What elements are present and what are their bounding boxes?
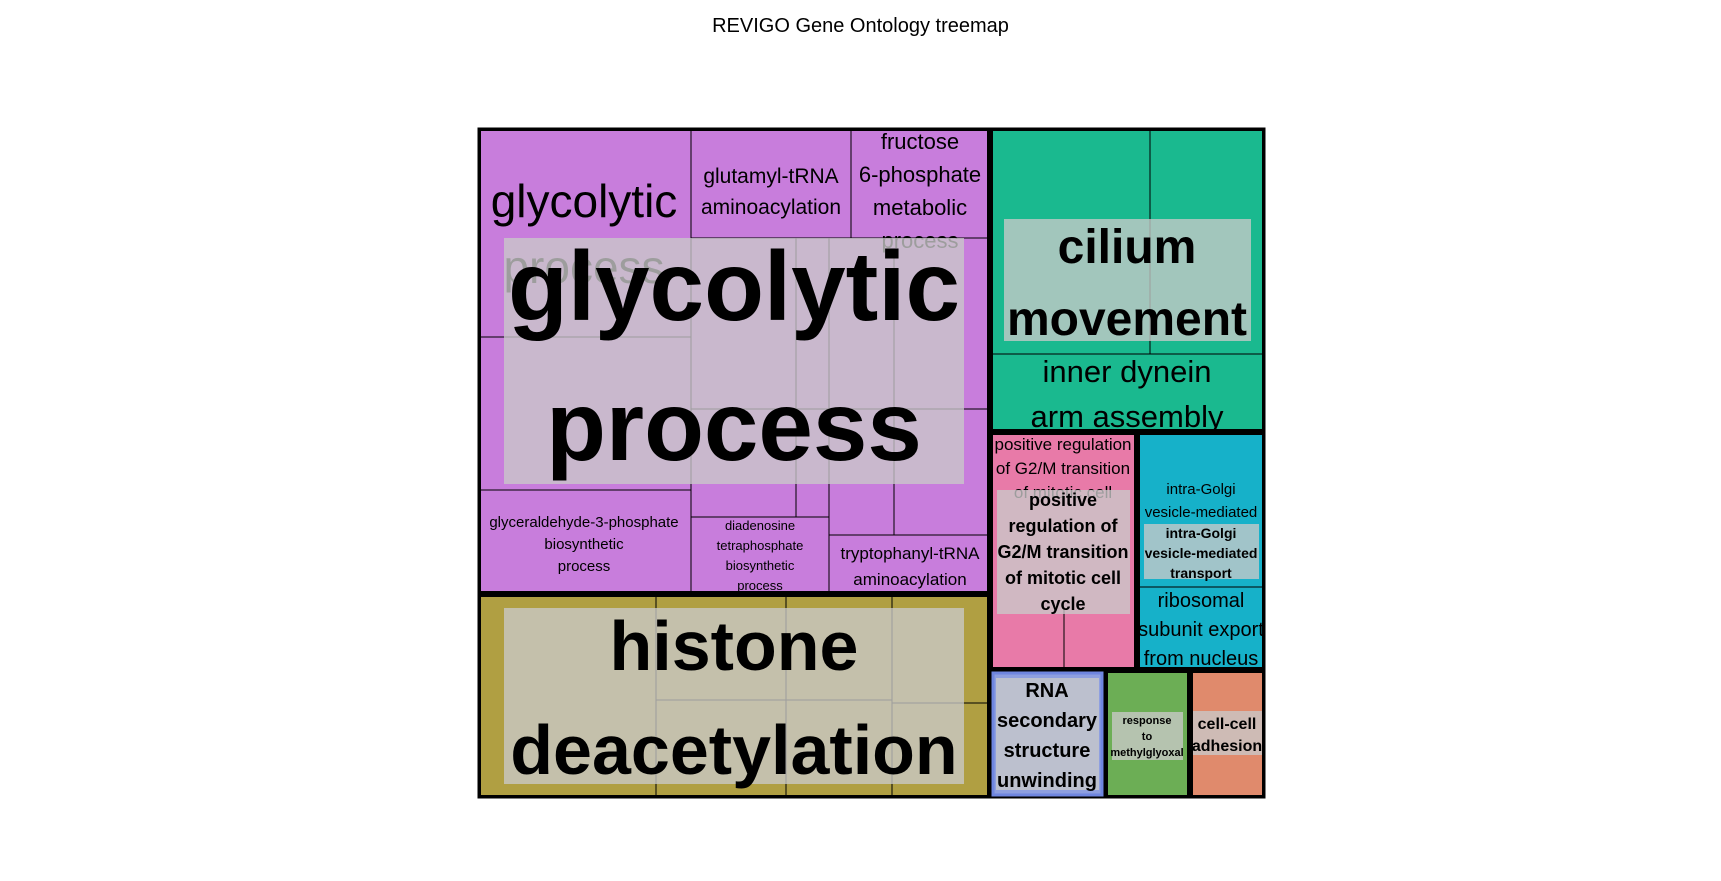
term-label-glyceraldehyde-3-phosphate-biosynthetic-process: glyceraldehyde-3-phosphate biosynthetic pr… [489, 514, 678, 575]
group-border-7 [1190, 670, 1265, 798]
group-label-positive-regulation-g2m-line: of mitotic cell [1005, 568, 1121, 588]
term-label-ribosomal-subunit-export-line: subunit export [1138, 619, 1264, 641]
term-label-fructose-6-phosphate-metabolic-process-line: fructose [881, 129, 959, 154]
group-label-rna-secondary-structure-unwinding: RNA secondary structure unwinding [997, 680, 1098, 792]
term-label-glycolytic-process-line: glycolytic [491, 175, 678, 227]
term-label-tryptophanyl-trna-aminoacylation-line: aminoacylation [853, 570, 966, 589]
label-box-positive-regulation-g2m [997, 490, 1130, 614]
term-label-glutamyl-trna-aminoacylation-line: glutamyl-tRNA [703, 165, 838, 188]
term-label-fructose-6-phosphate-metabolic-process-line: 6-phosphate [859, 162, 981, 187]
term-label-diadenosine-tetraphosphate-biosynthetic-process-line: tetraphosphate [717, 538, 804, 553]
term-label-diadenosine-tetraphosphate-biosynthetic-process-line: biosynthetic [726, 558, 795, 573]
group-label-histone-deacetylation: histone deacetylation [510, 607, 957, 789]
group-label-cilium-movement-line: movement [1007, 293, 1247, 346]
term-label-glutamyl-trna-aminoacylation: glutamyl-tRNA aminoacylation [701, 165, 841, 219]
group-label-cell-cell-adhesion-line: adhesion [1192, 738, 1262, 755]
group-label-cell-cell-adhesion-line: cell-cell [1198, 716, 1257, 733]
term-label-glyceraldehyde-3-phosphate-biosynthetic-process-line: glyceraldehyde-3-phosphate [489, 514, 678, 531]
group-border-rna-accent [991, 671, 1104, 797]
term-label-ribosomal-subunit-export: ribosomal subunit export from nucleus [1138, 590, 1264, 670]
group-border-2 [990, 128, 1265, 432]
term-label-intra-golgi-vesicle-mediated-transport: intra-Golgi vesicle-mediated [1145, 481, 1258, 521]
group-border-0 [478, 128, 990, 594]
label-box-rna-secondary-structure [996, 678, 1099, 790]
group-label-positive-regulation-g2m-line: positive [1029, 490, 1097, 510]
term-label-ribosomal-subunit-export-line: from nucleus [1144, 648, 1259, 670]
label-box-cell-cell-adhesion [1193, 711, 1262, 755]
term-label-glutamyl-trna-aminoacylation-line: aminoacylation [701, 196, 841, 219]
term-label-intra-golgi-vesicle-mediated-transport-line: intra-Golgi [1166, 481, 1235, 498]
group-label-rna-secondary-structure-unwinding-line: structure [1004, 740, 1091, 762]
group-label-histone-deacetylation-line: deacetylation [510, 711, 957, 789]
group-label-positive-regulation-g2m-line: G2/M transition [997, 542, 1128, 562]
group-label-histone-deacetylation-line: histone [610, 607, 859, 685]
term-label-tryptophanyl-trna-aminoacylation: tryptophanyl-tRNA aminoacylation [841, 544, 981, 589]
group-label-glycolytic-process: glycolytic process [508, 231, 960, 481]
term-label-positive-regulation-g2m-transition-line: positive regulation [994, 435, 1131, 454]
label-box-response-to-methylglyoxal [1112, 712, 1183, 760]
term-label-inner-dynein-arm-assembly-line: inner dynein [1043, 354, 1212, 389]
group-label-cilium-movement: cilium movement [1007, 221, 1247, 346]
term-label-tryptophanyl-trna-aminoacylation-line: tryptophanyl-tRNA [841, 544, 981, 563]
term-label-positive-regulation-g2m-transition-line: of G2/M transition [996, 459, 1130, 478]
group-label-response-to-methylglyoxal-line: response [1123, 715, 1172, 727]
term-label-inner-dynein-arm-assembly-line: arm assembly [1031, 399, 1224, 434]
term-label-inner-dynein-arm-assembly: inner dynein arm assembly [1031, 354, 1224, 434]
term-label-glyceraldehyde-3-phosphate-biosynthetic-process-line: process [558, 558, 611, 575]
group-label-intra-golgi-transport-line: transport [1170, 565, 1232, 581]
term-label-diadenosine-tetraphosphate-biosynthetic-process-line: diadenosine [725, 518, 795, 533]
group-label-positive-regulation-g2m: positive regulation of G2/M transition of m… [997, 490, 1128, 614]
group-label-positive-regulation-g2m-line: regulation of [1009, 516, 1119, 536]
group-border-1 [478, 594, 990, 798]
label-box-cilium-movement [1004, 219, 1251, 341]
term-label-glyceraldehyde-3-phosphate-biosynthetic-process-line: biosynthetic [544, 536, 624, 553]
label-box-glycolytic-process [504, 238, 964, 484]
label-box-histone-deacetylation [504, 608, 964, 784]
treemap-title: REVIGO Gene Ontology treemap [712, 15, 1009, 37]
group-label-positive-regulation-g2m-line: cycle [1040, 594, 1085, 614]
group-border-3 [990, 432, 1137, 670]
term-label-intra-golgi-vesicle-mediated-transport-line: vesicle-mediated [1145, 504, 1258, 521]
group-label-response-to-methylglyoxal-line: to [1142, 731, 1153, 743]
group-label-intra-golgi-transport-line: intra-Golgi [1166, 525, 1237, 541]
term-label-diadenosine-tetraphosphate-biosynthetic-process: diadenosine tetraphosphate biosynthetic pro… [717, 518, 804, 593]
group-label-intra-golgi-transport-line: vesicle-mediated [1145, 545, 1258, 561]
group-label-intra-golgi-transport: intra-Golgi vesicle-mediated transport [1145, 525, 1258, 581]
term-label-fructose-6-phosphate-metabolic-process-line: metabolic [873, 195, 967, 220]
group-label-response-to-methylglyoxal-line: methylglyoxal [1110, 747, 1183, 759]
group-label-response-to-methylglyoxal: response to methylglyoxal [1110, 715, 1183, 759]
group-border-6 [1105, 670, 1190, 798]
term-label-diadenosine-tetraphosphate-biosynthetic-process-line: process [737, 578, 783, 593]
group-label-glycolytic-process-line: process [546, 371, 922, 481]
group-border-4 [1137, 432, 1265, 670]
group-label-glycolytic-process-line: glycolytic [508, 231, 960, 341]
group-label-rna-secondary-structure-unwinding-line: RNA [1025, 680, 1068, 702]
group-label-cell-cell-adhesion: cell-cell adhesion [1192, 716, 1262, 755]
label-box-intra-golgi-transport [1144, 524, 1259, 579]
term-label-ribosomal-subunit-export-line: ribosomal [1158, 590, 1245, 612]
group-label-rna-secondary-structure-unwinding-line: unwinding [997, 770, 1097, 792]
group-label-rna-secondary-structure-unwinding-line: secondary [997, 710, 1098, 732]
group-label-cilium-movement-line: cilium [1058, 221, 1197, 274]
